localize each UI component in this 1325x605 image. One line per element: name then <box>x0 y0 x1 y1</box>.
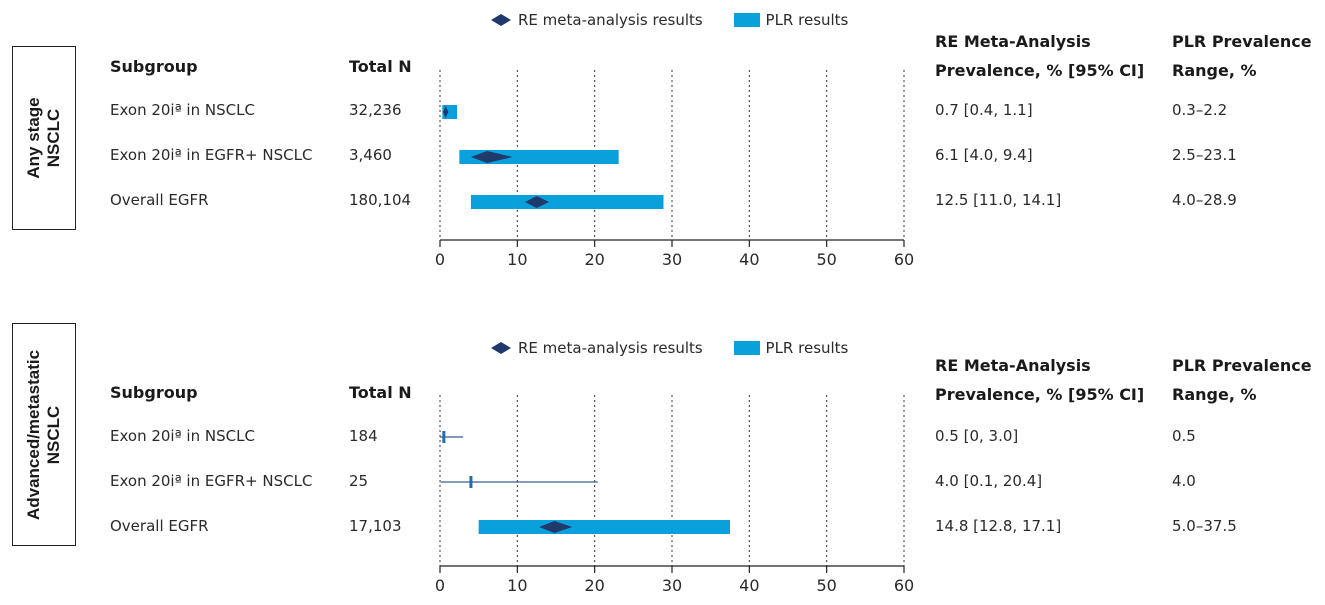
legend: RE meta-analysis results PLR results <box>490 11 874 31</box>
header-plr-line2: Range, % <box>1172 61 1257 80</box>
re-estimate-diamond <box>525 196 550 208</box>
header-plr-line2: Range, % <box>1172 385 1257 404</box>
header-total-n: Total N <box>349 57 412 76</box>
row-re-value: 0.7 [0.4, 1.1] <box>935 101 1033 119</box>
legend-item-re: RE meta-analysis results <box>490 11 703 29</box>
row-total-n: 180,104 <box>349 191 412 209</box>
re-estimate-diamond <box>538 521 573 533</box>
plr-range-bar <box>459 150 619 164</box>
row-total-n: 3,460 <box>349 146 392 164</box>
x-tick-label: 10 <box>507 250 527 269</box>
header-re-line1: RE Meta-Analysis <box>935 32 1091 51</box>
x-tick-label: 60 <box>894 250 914 269</box>
row-plr-range: 2.5–23.1 <box>1172 146 1237 164</box>
row-re-value: 0.5 [0, 3.0] <box>935 427 1019 445</box>
header-subgroup: Subgroup <box>110 383 198 402</box>
row-plr-range: 4.0 <box>1172 472 1196 490</box>
forest-plot-any-stage: 0 10 20 30 40 50 60 <box>435 70 914 269</box>
x-tick-label: 50 <box>816 576 836 595</box>
stage-label-box: Any stage NSCLC <box>12 46 76 230</box>
stage-label-line2: NSCLC <box>44 405 63 464</box>
legend-plr-label: PLR results <box>765 339 849 357</box>
row-subgroup: Exon 20iª in EGFR+ NSCLC <box>110 472 313 490</box>
x-tick-label: 20 <box>584 576 604 595</box>
x-tick-label: 40 <box>739 250 759 269</box>
header-plr-line1: PLR Prevalence <box>1172 356 1312 375</box>
x-tick-label: 30 <box>662 576 682 595</box>
header-re-line1: RE Meta-Analysis <box>935 356 1091 375</box>
header-plr-line1: PLR Prevalence <box>1172 32 1312 51</box>
stage-label-line2: NSCLC <box>44 108 63 168</box>
panel-any-stage: Any stage NSCLC RE meta-analysis results… <box>0 0 1325 300</box>
header-re: RE Meta-Analysis Prevalence, % [95% CI] <box>935 27 1144 85</box>
row-subgroup: Overall EGFR <box>110 191 209 209</box>
x-tick-label: 0 <box>435 250 445 269</box>
header-re: RE Meta-Analysis Prevalence, % [95% CI] <box>935 351 1144 409</box>
row-subgroup: Overall EGFR <box>110 517 209 535</box>
legend-re-label: RE meta-analysis results <box>518 339 703 357</box>
diamond-icon <box>491 14 511 26</box>
legend-item-re: RE meta-analysis results <box>490 339 703 357</box>
row-re-value: 14.8 [12.8, 17.1] <box>935 517 1062 535</box>
row-total-n: 184 <box>349 427 378 445</box>
stage-label-box: Advanced/metastatic NSCLC <box>12 323 76 546</box>
row-plr-range: 4.0–28.9 <box>1172 191 1237 209</box>
legend-plr-label: PLR results <box>765 11 849 29</box>
stage-label-line1: Any stage <box>24 97 43 179</box>
header-re-line2: Prevalence, % [95% CI] <box>935 385 1145 404</box>
row-re-value: 6.1 [4.0, 9.4] <box>935 146 1033 164</box>
row-total-n: 25 <box>349 472 369 490</box>
x-tick-label: 40 <box>739 576 759 595</box>
header-total-n: Total N <box>349 383 412 402</box>
row-total-n: 32,236 <box>349 101 402 119</box>
row-plr-range: 0.3–2.2 <box>1172 101 1228 119</box>
legend-re-label: RE meta-analysis results <box>518 11 703 29</box>
legend-item-plr: PLR results <box>733 11 849 29</box>
re-estimate-diamond <box>443 106 449 118</box>
re-point-marker <box>442 431 446 443</box>
stage-label: Advanced/metastatic NSCLC <box>24 349 64 519</box>
panel-advanced-metastatic: Advanced/metastatic NSCLC RE meta-analys… <box>0 320 1325 605</box>
x-tick-label: 50 <box>816 250 836 269</box>
plr-range-bar <box>470 195 664 209</box>
row-subgroup: Exon 20iª in NSCLC <box>110 101 255 119</box>
header-plr: PLR Prevalence Range, % <box>1172 27 1312 85</box>
re-point-marker <box>469 476 473 488</box>
bar-swatch-icon <box>733 13 760 27</box>
header-re-line2: Prevalence, % [95% CI] <box>935 61 1145 80</box>
row-re-value: 12.5 [11.0, 14.1] <box>935 191 1062 209</box>
stage-label: Any stage NSCLC <box>24 97 64 178</box>
x-tick-label: 20 <box>584 250 604 269</box>
row-total-n: 17,103 <box>349 517 402 535</box>
bar-swatch-icon <box>733 341 760 355</box>
legend: RE meta-analysis results PLR results <box>490 339 874 359</box>
legend-item-plr: PLR results <box>733 339 849 357</box>
stage-label-line1: Advanced/metastatic <box>24 349 43 520</box>
row-plr-range: 5.0–37.5 <box>1172 517 1237 535</box>
x-tick-label: 30 <box>662 250 682 269</box>
header-subgroup: Subgroup <box>110 57 198 76</box>
diamond-icon <box>491 342 511 354</box>
header-plr: PLR Prevalence Range, % <box>1172 351 1312 409</box>
re-estimate-diamond <box>470 151 513 163</box>
row-subgroup: Exon 20iª in EGFR+ NSCLC <box>110 146 313 164</box>
x-tick-label: 0 <box>435 576 445 595</box>
row-plr-range: 0.5 <box>1172 427 1196 445</box>
row-subgroup: Exon 20iª in NSCLC <box>110 427 255 445</box>
row-re-value: 4.0 [0.1, 20.4] <box>935 472 1043 490</box>
plr-range-bar <box>478 520 730 534</box>
forest-plot-advanced-metastatic: 0 10 20 30 40 50 60 <box>435 395 914 595</box>
x-tick-label: 10 <box>507 576 527 595</box>
x-tick-label: 60 <box>894 576 914 595</box>
